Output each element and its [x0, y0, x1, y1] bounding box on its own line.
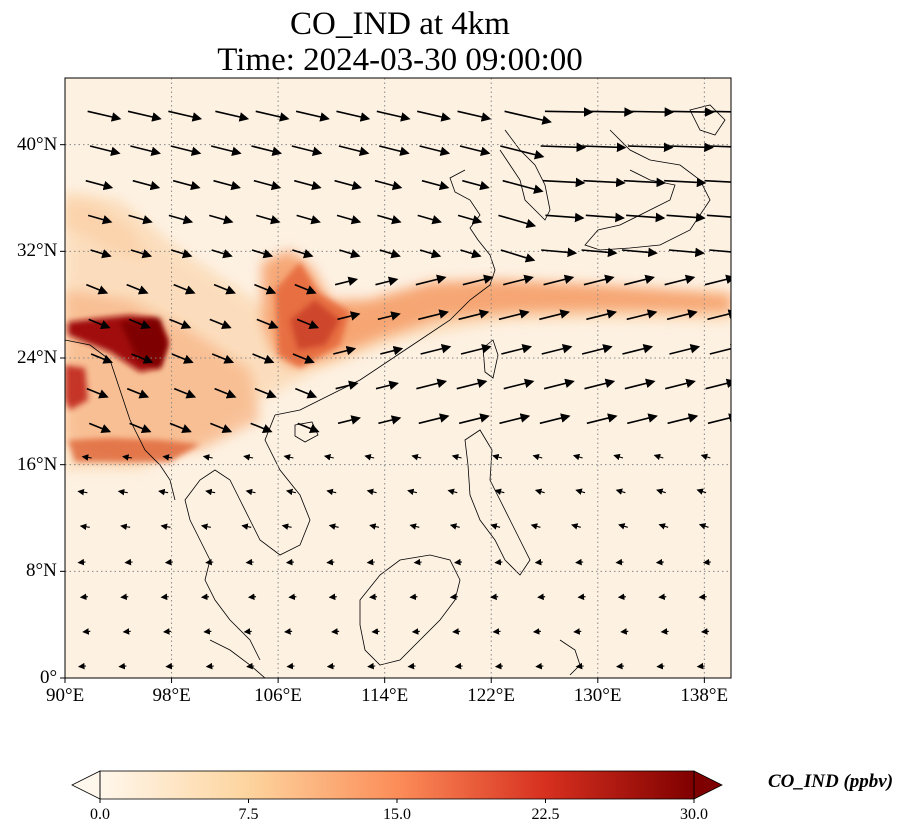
- lon-tick-label: 106°E: [254, 685, 302, 706]
- co-plume-2: [262, 250, 731, 368]
- lon-tick-label: 138°E: [680, 685, 729, 706]
- colorbar-label: CO_IND (ppbv): [768, 771, 894, 792]
- lon-tick-label: 130°E: [573, 685, 622, 706]
- lat-tick-label: 16°N: [17, 453, 58, 475]
- colorbar-extend-high: [693, 770, 723, 800]
- lon-tick-label: 122°E: [467, 685, 515, 706]
- lon-tick-label: 114°E: [361, 685, 409, 706]
- lon-tick-label: 98°E: [152, 685, 191, 706]
- colorbar-tick-label: 15.0: [383, 806, 411, 823]
- co-plume-7: [65, 365, 88, 410]
- lat-tick-label: 24°N: [17, 347, 58, 368]
- lat-tick-label: 40°N: [17, 133, 58, 155]
- lon-tick-label: 90°E: [46, 685, 85, 706]
- co-concentration-field: [65, 190, 731, 470]
- map-frame: [64, 77, 732, 679]
- wind-vectors: [77, 107, 731, 670]
- co-plume-9: [65, 200, 150, 262]
- co-plume-6: [120, 318, 168, 368]
- map-plot-area: [65, 78, 731, 678]
- lat-tick-label: 32°N: [17, 240, 58, 262]
- map-title: CO_IND at 4km: [290, 6, 510, 42]
- lat-tick-label: 8°N: [26, 560, 57, 582]
- colorbar-tick-label: 22.5: [531, 806, 560, 823]
- colorbar-tick-label: 0.0: [90, 806, 110, 823]
- colorbar-extend-low: [71, 770, 101, 800]
- colorbar: [71, 770, 723, 803]
- map-subtitle-time: Time: 2024-03-30 09:00:00: [217, 42, 583, 78]
- colorbar-gradient: [100, 771, 694, 799]
- colorbar-tick-label: 7.5: [238, 806, 259, 823]
- lat-tick-label: 0°: [40, 667, 58, 688]
- colorbar-tick-label: 30.0: [680, 806, 708, 823]
